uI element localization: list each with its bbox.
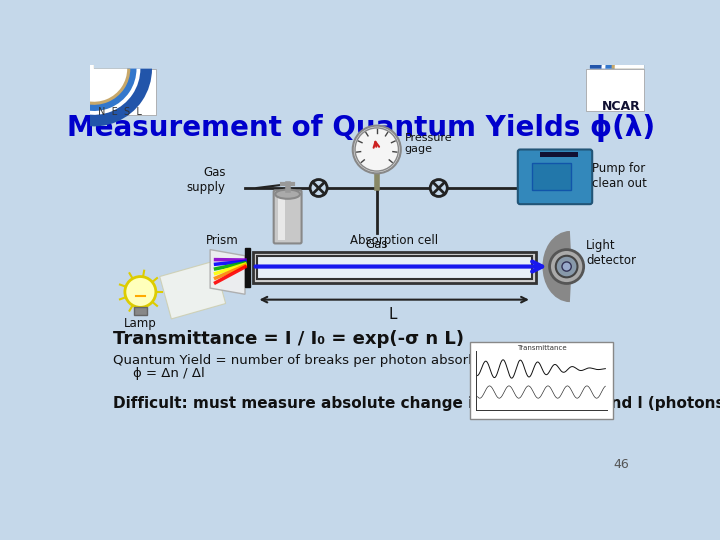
Bar — [469, 342, 613, 419]
Circle shape — [125, 276, 156, 307]
Circle shape — [310, 179, 327, 197]
Text: N  E  S  L: N E S L — [98, 107, 142, 117]
Bar — [586, 69, 644, 111]
Text: Pressure
gage: Pressure gage — [405, 132, 452, 154]
Wedge shape — [48, 23, 140, 115]
Text: Gas
supply: Gas supply — [186, 166, 225, 194]
Text: Difficult: must measure absolute change in n (products) and l (photons absorbed): Difficult: must measure absolute change … — [113, 396, 720, 411]
Bar — [279, 194, 284, 240]
Text: Lamp: Lamp — [124, 318, 157, 330]
Polygon shape — [210, 249, 245, 294]
Wedge shape — [60, 36, 127, 102]
Circle shape — [431, 179, 447, 197]
Text: 46: 46 — [613, 458, 629, 471]
FancyBboxPatch shape — [518, 150, 593, 204]
Bar — [256, 256, 532, 279]
Circle shape — [353, 126, 401, 173]
Ellipse shape — [275, 190, 300, 199]
Circle shape — [556, 256, 577, 278]
Text: Quantum Yield = number of breaks per photon absorbed: Quantum Yield = number of breaks per pho… — [113, 354, 494, 367]
Text: L: L — [388, 307, 397, 322]
Wedge shape — [601, 26, 644, 69]
Circle shape — [562, 262, 571, 271]
Text: Transmittance = I / I₀ = exp(-σ n L): Transmittance = I / I₀ = exp(-σ n L) — [113, 330, 464, 348]
Text: Prism: Prism — [206, 234, 239, 247]
Bar — [94, 69, 156, 115]
Bar — [134, 307, 147, 315]
Wedge shape — [36, 11, 152, 126]
Bar — [532, 164, 570, 190]
Bar — [245, 248, 251, 287]
Circle shape — [355, 128, 398, 171]
Wedge shape — [51, 26, 137, 111]
Text: ϕ = Δn / Δl: ϕ = Δn / Δl — [132, 367, 204, 380]
Wedge shape — [606, 30, 644, 69]
Text: Pump for
clean out: Pump for clean out — [593, 163, 647, 191]
Wedge shape — [590, 15, 644, 69]
Text: NCAR: NCAR — [601, 99, 640, 112]
Text: Light
detector: Light detector — [586, 239, 636, 267]
Bar — [253, 252, 536, 283]
Text: Measurement of Quantum Yields ϕ(λ): Measurement of Quantum Yields ϕ(λ) — [67, 114, 655, 142]
FancyBboxPatch shape — [274, 190, 302, 244]
Wedge shape — [615, 39, 644, 69]
Polygon shape — [539, 152, 578, 157]
Circle shape — [549, 249, 584, 284]
Wedge shape — [58, 32, 130, 105]
Polygon shape — [160, 261, 225, 319]
Wedge shape — [611, 36, 644, 69]
Text: Absorption cell: Absorption cell — [350, 233, 438, 247]
Text: Gas
in: Gas in — [366, 238, 388, 266]
Text: Transmittance: Transmittance — [517, 345, 566, 351]
